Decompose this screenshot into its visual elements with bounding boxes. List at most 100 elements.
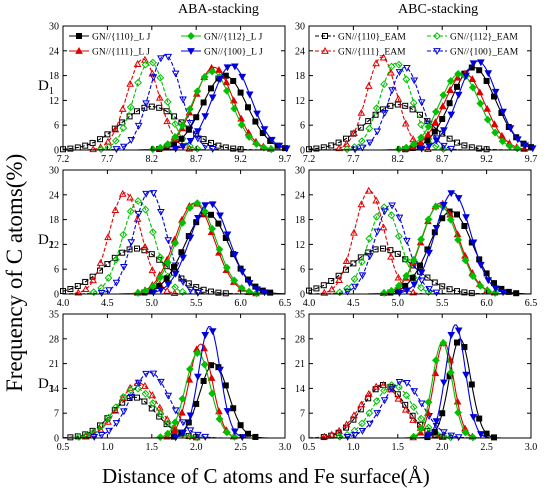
series-marker-100 <box>491 88 500 96</box>
series-marker-110 <box>215 289 222 296</box>
series-marker-111 <box>401 119 410 127</box>
series-marker-100 <box>208 145 217 153</box>
series-marker-100 <box>164 237 173 245</box>
series-marker-110 <box>185 126 192 133</box>
series-marker-111 <box>394 94 403 102</box>
series-marker-112 <box>186 432 194 441</box>
x-tick-label: 4.5 <box>101 298 114 309</box>
series-marker-100 <box>425 432 433 440</box>
series-marker-100 <box>417 145 426 153</box>
x-tick-label: 0.5 <box>57 442 70 453</box>
x-tick-label: 1.0 <box>101 442 114 453</box>
series-marker-100 <box>275 142 284 150</box>
series-marker-100 <box>417 277 426 285</box>
series-marker-112 <box>156 409 165 418</box>
series-marker-112 <box>432 142 440 151</box>
x-tick-label: 6.0 <box>480 298 493 309</box>
series-marker-100 <box>499 108 507 116</box>
series-marker-112 <box>200 207 209 216</box>
series-marker-100 <box>149 74 158 82</box>
series-marker-112 <box>267 145 276 154</box>
series-marker-100 <box>134 210 143 218</box>
series-marker-112 <box>491 289 500 297</box>
series-marker-100 <box>194 214 202 222</box>
series-marker-111 <box>409 415 418 423</box>
series-marker-110 <box>387 247 394 254</box>
series-marker-110 <box>387 102 394 109</box>
series-marker-110 <box>245 430 251 437</box>
y-tick-label: 0 <box>300 434 305 445</box>
series-marker-112 <box>178 218 187 227</box>
series-marker-112 <box>163 419 172 428</box>
series-marker-100 <box>521 142 530 150</box>
series-marker-110 <box>126 113 133 120</box>
y-tick-label: 0 <box>54 434 59 445</box>
legend-label-111: GN//{111}_EAM <box>338 48 406 58</box>
y-tick-label: 0 <box>300 290 305 301</box>
series-marker-100 <box>447 432 456 440</box>
series-marker-111 <box>96 259 105 266</box>
series-marker-112 <box>186 105 194 113</box>
series-marker-110 <box>328 278 335 285</box>
series-marker-100 <box>366 253 374 261</box>
series-marker-112 <box>395 145 403 154</box>
series-marker-100 <box>201 433 210 441</box>
series-marker-100 <box>388 202 396 210</box>
series-marker-112 <box>119 392 128 401</box>
series-marker-110 <box>454 83 460 90</box>
series-marker-100 <box>127 137 136 144</box>
y-tick-label: 6 <box>54 121 59 132</box>
series-marker-112 <box>417 414 426 423</box>
series-marker-100 <box>112 146 121 154</box>
series-marker-111 <box>141 242 149 250</box>
series-marker-110 <box>222 290 229 297</box>
series-marker-110 <box>148 103 155 110</box>
series-line-112-solid <box>63 352 285 439</box>
series-marker-100 <box>469 414 478 422</box>
series-marker-110 <box>104 131 111 138</box>
series-marker-111 <box>155 93 164 101</box>
plot-frame <box>308 313 532 439</box>
series-marker-110 <box>200 99 207 106</box>
x-tick-label: 1.5 <box>392 442 405 453</box>
series-marker-112 <box>126 207 135 216</box>
series-marker-100 <box>120 264 128 271</box>
series-marker-100 <box>208 201 217 209</box>
series-marker-112 <box>149 282 157 291</box>
series-marker-100 <box>179 429 187 437</box>
series-marker-110 <box>134 108 140 115</box>
series-marker-100 <box>447 111 456 119</box>
series-marker-110 <box>119 119 126 126</box>
series-marker-100 <box>186 120 195 127</box>
y-tick-label: 35 <box>49 310 59 321</box>
series-marker-112 <box>446 368 455 377</box>
series-marker-112 <box>149 399 157 407</box>
legend-marker-112 <box>187 32 195 40</box>
series-marker-110 <box>461 289 468 296</box>
series-marker-110 <box>171 113 177 120</box>
series-marker-100 <box>260 289 269 297</box>
series-marker-100 <box>484 70 493 78</box>
y-tick-label: 7 <box>300 409 305 420</box>
y-tick-label: 12 <box>295 96 305 107</box>
series-marker-112 <box>104 274 113 282</box>
series-marker-111 <box>126 79 135 87</box>
series-line-110-solid <box>309 210 531 295</box>
series-marker-100 <box>477 431 485 439</box>
series-marker-110 <box>104 261 111 268</box>
series-marker-112 <box>112 136 120 145</box>
series-marker-100 <box>238 73 247 81</box>
series-marker-111 <box>424 130 432 138</box>
series-marker-112 <box>89 428 98 436</box>
y-tick-label: 30 <box>49 22 59 33</box>
series-marker-112 <box>335 432 344 441</box>
series-marker-112 <box>163 258 172 267</box>
series-marker-111 <box>387 252 395 260</box>
series-marker-112 <box>350 426 359 435</box>
series-marker-100 <box>403 287 411 295</box>
legend-marker-112 <box>433 32 441 40</box>
series-marker-110 <box>439 115 446 122</box>
series-marker-112 <box>223 428 231 437</box>
x-tick-label: 2.0 <box>436 442 449 453</box>
series-marker-100 <box>231 251 239 259</box>
